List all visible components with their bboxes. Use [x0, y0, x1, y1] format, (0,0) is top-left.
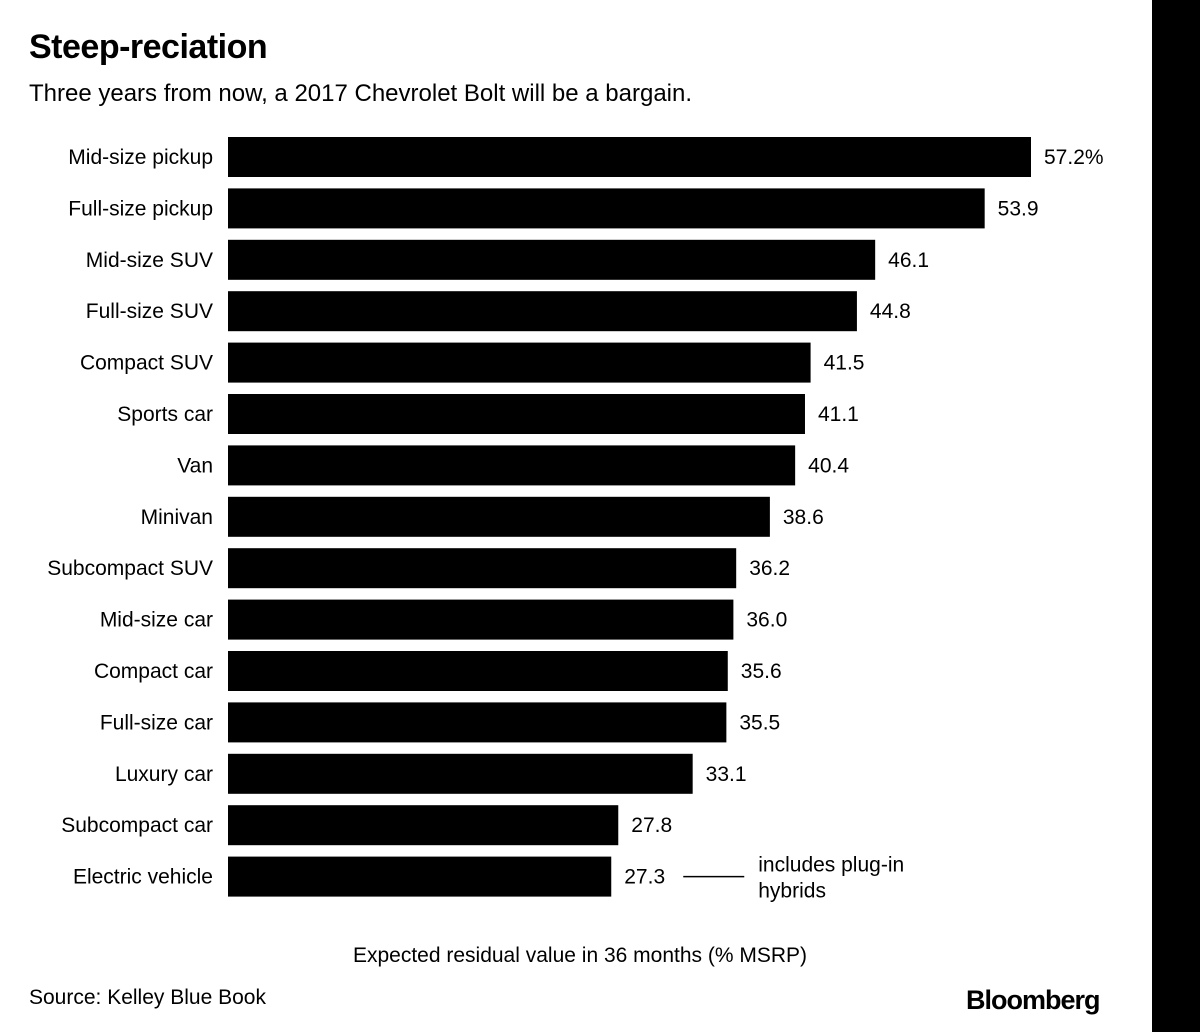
bar-full-size-pickup: [228, 188, 985, 229]
source-note: Source: Kelley Blue Book: [29, 986, 266, 1009]
value-label-subcompact-suv: 36.2: [749, 557, 790, 580]
category-label-compact-suv: Compact SUV: [80, 352, 213, 375]
category-label-mid-size-car: Mid-size car: [100, 609, 213, 632]
x-axis-label: Expected residual value in 36 months (% …: [352, 944, 808, 967]
annotation-text-line-2: hybrids: [758, 880, 826, 903]
value-label-subcompact-car: 27.8: [631, 814, 672, 837]
value-label-mid-size-car: 36.0: [746, 609, 787, 632]
bar-mid-size-car: [228, 599, 734, 640]
bar-electric-vehicle: [228, 856, 612, 897]
value-label-minivan: 38.6: [783, 506, 824, 529]
right-edge-strip: [1152, 0, 1200, 1032]
category-label-electric-vehicle: Electric vehicle: [73, 866, 213, 889]
bar-sports-car: [228, 394, 805, 434]
value-label-electric-vehicle: 27.3: [624, 866, 665, 889]
value-label-van: 40.4: [808, 454, 849, 477]
category-label-subcompact-suv: Subcompact SUV: [47, 557, 213, 580]
chart-title: Steep-reciation: [29, 28, 268, 66]
bar-luxury-car: [228, 753, 693, 794]
category-label-minivan: Minivan: [141, 506, 213, 529]
bloomberg-logo: Bloomberg: [966, 985, 1101, 1015]
category-label-luxury-car: Luxury car: [115, 763, 213, 786]
bar-van: [228, 445, 796, 486]
bar-mid-size-suv: [228, 239, 876, 280]
bar-subcompact-car: [228, 805, 619, 846]
value-label-mid-size-pickup: 57.2%: [1044, 146, 1104, 169]
category-label-full-size-pickup: Full-size pickup: [68, 197, 213, 220]
category-label-full-size-suv: Full-size SUV: [86, 300, 213, 323]
value-label-mid-size-suv: 46.1: [888, 249, 929, 272]
bar-subcompact-suv: [228, 548, 737, 589]
bar-compact-suv: [228, 342, 811, 383]
value-label-compact-car: 35.6: [741, 660, 782, 683]
category-label-sports-car: Sports car: [117, 403, 213, 426]
bar-minivan: [228, 496, 770, 537]
chart-subtitle: Three years from now, a 2017 Chevrolet B…: [29, 80, 693, 107]
value-label-luxury-car: 33.1: [706, 763, 747, 786]
category-label-van: Van: [177, 454, 213, 477]
annotation-group: includes plug-in hybrids: [683, 854, 904, 903]
annotation-text-line-1: includes plug-in: [758, 854, 904, 877]
category-label-compact-car: Compact car: [94, 660, 213, 683]
bar-mid-size-pickup: [228, 137, 1031, 177]
category-label-full-size-car: Full-size car: [100, 711, 213, 734]
value-label-full-size-suv: 44.8: [870, 300, 911, 323]
value-label-full-size-car: 35.5: [739, 711, 780, 734]
value-label-sports-car: 41.1: [818, 403, 859, 426]
value-label-full-size-pickup: 53.9: [998, 197, 1039, 220]
value-labels-group: 57.2% 53.9 46.1 44.8 41.5 41.1 40.4 38.6 36.2 36.…: [624, 146, 1103, 889]
bars-group: [228, 137, 1031, 897]
category-label-mid-size-pickup: Mid-size pickup: [68, 146, 213, 169]
category-labels-group: Mid-size pickup Full-size pickup Mid-size …: [47, 146, 213, 889]
bar-full-size-car: [228, 702, 727, 743]
bar-full-size-suv: [228, 291, 857, 332]
bar-compact-car: [228, 651, 728, 691]
value-label-compact-suv: 41.5: [824, 352, 865, 375]
category-label-mid-size-suv: Mid-size SUV: [86, 249, 213, 272]
bar-chart: Mid-size pickup Full-size pickup Mid-size …: [47, 137, 1104, 903]
category-label-subcompact-car: Subcompact car: [61, 814, 213, 837]
